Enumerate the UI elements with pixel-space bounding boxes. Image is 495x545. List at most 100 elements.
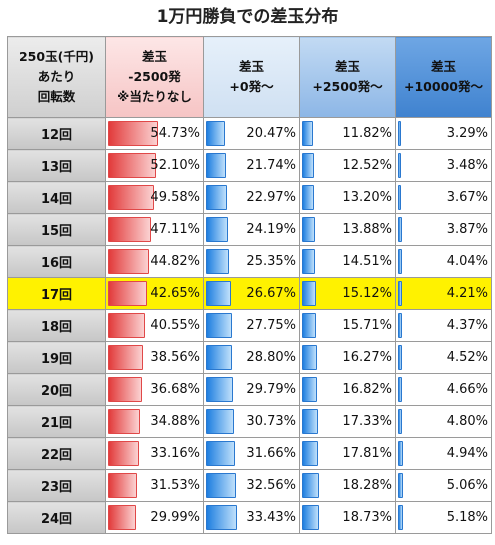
table-cell: 26.67% (203, 277, 300, 310)
cell-value: 17.33% (342, 414, 392, 429)
cell-value: 31.66% (246, 446, 296, 461)
blue-bar (398, 249, 402, 274)
cell-value: 13.20% (342, 190, 392, 205)
table-cell: 52.10% (105, 149, 204, 182)
table-cell: 4.94% (395, 437, 492, 470)
blue-bar (206, 281, 231, 306)
cell-value: 25.35% (246, 254, 296, 269)
row-label: 24回 (7, 501, 106, 534)
header-minus2500-line1: 差玉 (141, 49, 167, 64)
cell-value: 21.74% (246, 158, 296, 173)
table-cell: 16.27% (299, 341, 396, 374)
cell-value: 20.47% (246, 126, 296, 141)
table-row: 22回 33.16% 31.66% 17.81% 4.94% (7, 437, 492, 470)
blue-bar (398, 313, 402, 338)
table-cell: 32.56% (203, 469, 300, 502)
red-bar (108, 441, 139, 466)
header-plus0-line1: 差玉 (238, 59, 264, 74)
red-bar (108, 185, 154, 210)
table-cell: 40.55% (105, 309, 204, 342)
table-cell: 36.68% (105, 373, 204, 406)
row-label: 20回 (7, 373, 106, 406)
header-spins-line1: 250玉(千円) (18, 49, 95, 64)
blue-bar (398, 217, 402, 242)
table-cell: 33.16% (105, 437, 204, 470)
header-plus0: 差玉 +0発～ (203, 36, 300, 118)
header-spins-line3: 回転数 (37, 89, 76, 104)
table-row: 14回 49.58% 22.97% 13.20% 3.67% (7, 181, 492, 214)
header-plus10000: 差玉 +10000発～ (395, 36, 492, 118)
header-spins-line2: あたり (37, 69, 76, 84)
table-cell: 28.80% (203, 341, 300, 374)
header-spins: 250玉(千円) あたり 回転数 (7, 36, 106, 118)
red-bar (108, 345, 143, 370)
table-row: 15回 47.11% 24.19% 13.88% 3.87% (7, 213, 492, 246)
cell-value: 28.80% (246, 350, 296, 365)
row-label: 23回 (7, 469, 106, 502)
table-cell: 3.29% (395, 117, 492, 150)
table-cell: 27.75% (203, 309, 300, 342)
cell-value: 3.67% (446, 190, 488, 205)
table-cell: 47.11% (105, 213, 204, 246)
table-row: 17回 42.65% 26.67% 15.12% 4.21% (7, 277, 492, 310)
red-bar (108, 249, 149, 274)
row-label: 12回 (7, 117, 106, 150)
cell-value: 38.56% (150, 350, 200, 365)
table-cell: 15.12% (299, 277, 396, 310)
row-label: 21回 (7, 405, 106, 438)
cell-value: 32.56% (246, 478, 296, 493)
blue-bar (398, 345, 402, 370)
table-cell: 5.18% (395, 501, 492, 534)
cell-value: 4.21% (446, 286, 488, 301)
blue-bar (206, 441, 235, 466)
table-row: 20回 36.68% 29.79% 16.82% 4.66% (7, 373, 492, 406)
table-cell: 12.52% (299, 149, 396, 182)
cell-value: 29.79% (246, 382, 296, 397)
blue-bar (302, 313, 316, 338)
cell-value: 44.82% (150, 254, 200, 269)
cell-value: 26.67% (246, 286, 296, 301)
table-cell: 34.88% (105, 405, 204, 438)
table-cell: 29.99% (105, 501, 204, 534)
table-cell: 31.53% (105, 469, 204, 502)
table-cell: 44.82% (105, 245, 204, 278)
table-cell: 21.74% (203, 149, 300, 182)
cell-value: 15.71% (342, 318, 392, 333)
red-bar (108, 281, 147, 306)
blue-bar (398, 473, 403, 498)
cell-value: 54.73% (150, 126, 200, 141)
blue-bar (206, 121, 225, 146)
table-cell: 22.97% (203, 181, 300, 214)
table-cell: 20.47% (203, 117, 300, 150)
blue-bar (398, 185, 401, 210)
blue-bar (302, 153, 314, 178)
table-cell: 4.52% (395, 341, 492, 374)
blue-bar (206, 153, 226, 178)
cell-value: 16.27% (342, 350, 392, 365)
table-row: 21回 34.88% 30.73% 17.33% 4.80% (7, 405, 492, 438)
row-label: 15回 (7, 213, 106, 246)
cell-value: 33.43% (246, 510, 296, 525)
table-row: 19回 38.56% 28.80% 16.27% 4.52% (7, 341, 492, 374)
table-row: 24回 29.99% 33.43% 18.73% 5.18% (7, 501, 492, 534)
cell-value: 27.75% (246, 318, 296, 333)
blue-bar (206, 249, 229, 274)
blue-bar (302, 217, 315, 242)
blue-bar (398, 377, 402, 402)
blue-bar (302, 441, 318, 466)
table-cell: 25.35% (203, 245, 300, 278)
table-cell: 4.04% (395, 245, 492, 278)
header-plus10000-line2: +10000発～ (404, 79, 483, 94)
header-plus10000-line1: 差玉 (430, 59, 456, 74)
cell-value: 29.99% (150, 510, 200, 525)
blue-bar (206, 377, 233, 402)
blue-bar (206, 345, 232, 370)
blue-bar (302, 121, 313, 146)
cell-value: 18.73% (342, 510, 392, 525)
table-cell: 30.73% (203, 405, 300, 438)
table-cell: 17.81% (299, 437, 396, 470)
table-cell: 24.19% (203, 213, 300, 246)
table-cell: 11.82% (299, 117, 396, 150)
cell-value: 5.18% (446, 510, 488, 525)
cell-value: 33.16% (150, 446, 200, 461)
